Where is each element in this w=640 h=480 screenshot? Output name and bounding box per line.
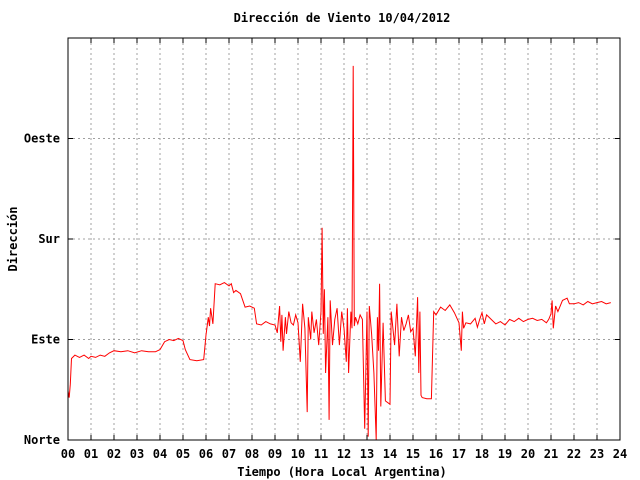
x-tick-label: 02: [107, 447, 121, 461]
y-tick-label: Norte: [24, 433, 60, 447]
x-tick-label: 23: [590, 447, 604, 461]
x-tick-label: 05: [176, 447, 190, 461]
series-layer: [67, 65, 611, 441]
x-tick-label: 18: [475, 447, 489, 461]
x-tick-label: 07: [222, 447, 236, 461]
x-tick-label: 21: [544, 447, 558, 461]
x-tick-label: 20: [521, 447, 535, 461]
y-tick-label: Este: [31, 333, 60, 347]
x-tick-label: 22: [567, 447, 581, 461]
x-tick-label: 19: [498, 447, 512, 461]
y-tick-label: Oeste: [24, 132, 60, 146]
x-tick-label: 15: [406, 447, 420, 461]
x-tick-label: 14: [383, 447, 397, 461]
x-tick-label: 16: [429, 447, 443, 461]
x-tick-label: 04: [153, 447, 167, 461]
x-tick-label: 01: [84, 447, 98, 461]
x-tick-label: 13: [360, 447, 374, 461]
axis-ticks: 00 01 02 03 04 05 06 07 08 09 10 11 12 13 14 15 16 17 18 19…: [24, 38, 627, 461]
chart-title: Dirección de Viento 10/04/2012: [234, 11, 451, 25]
x-tick-label: 11: [314, 447, 328, 461]
x-tick-label: 00: [61, 447, 75, 461]
x-tick-label: 06: [199, 447, 213, 461]
grid-lines: [68, 38, 620, 440]
x-tick-label: 10: [291, 447, 305, 461]
x-tick-label: 03: [130, 447, 144, 461]
series-line-0: [67, 65, 611, 441]
x-tick-label: 24: [613, 447, 627, 461]
x-tick-label: 09: [268, 447, 282, 461]
x-axis-label: Tiempo (Hora Local Argentina): [237, 465, 447, 479]
x-tick-label: 17: [452, 447, 466, 461]
x-tick-label: 12: [337, 447, 351, 461]
x-tick-label: 08: [245, 447, 259, 461]
y-tick-label: Sur: [38, 232, 60, 246]
y-axis-label: Dirección: [6, 206, 20, 271]
